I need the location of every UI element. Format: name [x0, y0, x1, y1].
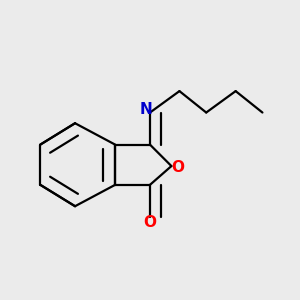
Text: N: N — [140, 102, 152, 117]
Text: O: O — [172, 160, 184, 175]
Text: O: O — [143, 215, 157, 230]
